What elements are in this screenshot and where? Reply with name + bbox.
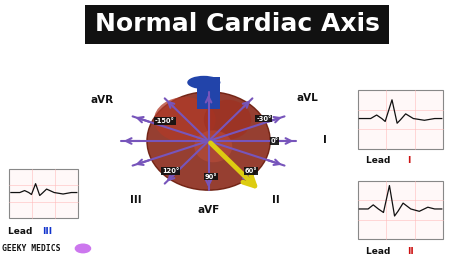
Text: 0°: 0° xyxy=(270,138,278,144)
Text: Lead: Lead xyxy=(366,156,394,165)
Text: aVR: aVR xyxy=(90,95,113,105)
Text: 60°: 60° xyxy=(245,168,257,174)
Ellipse shape xyxy=(147,92,270,190)
Text: aVL: aVL xyxy=(296,93,318,103)
Text: Normal Cardiac Axis: Normal Cardiac Axis xyxy=(94,12,380,36)
Bar xyxy=(358,90,443,149)
Text: II: II xyxy=(407,247,414,256)
Text: aVF: aVF xyxy=(198,205,219,215)
Text: Lead: Lead xyxy=(8,227,36,236)
Bar xyxy=(9,169,78,218)
Text: III: III xyxy=(130,194,142,205)
Circle shape xyxy=(75,244,91,253)
Text: I: I xyxy=(407,156,410,165)
Ellipse shape xyxy=(154,97,216,142)
Bar xyxy=(358,181,443,239)
FancyBboxPatch shape xyxy=(197,77,220,109)
Text: GEEKY MEDICS: GEEKY MEDICS xyxy=(2,244,61,253)
Ellipse shape xyxy=(187,76,220,89)
Ellipse shape xyxy=(194,130,232,162)
Text: 120°: 120° xyxy=(162,168,180,174)
Ellipse shape xyxy=(204,100,251,140)
Text: III: III xyxy=(42,227,52,236)
Text: -30°: -30° xyxy=(256,115,272,122)
Text: Lead: Lead xyxy=(366,247,394,256)
Text: I: I xyxy=(323,135,327,145)
FancyBboxPatch shape xyxy=(85,5,389,44)
Text: -150°: -150° xyxy=(155,118,175,124)
Text: 90°: 90° xyxy=(205,174,217,180)
Text: II: II xyxy=(272,194,280,205)
